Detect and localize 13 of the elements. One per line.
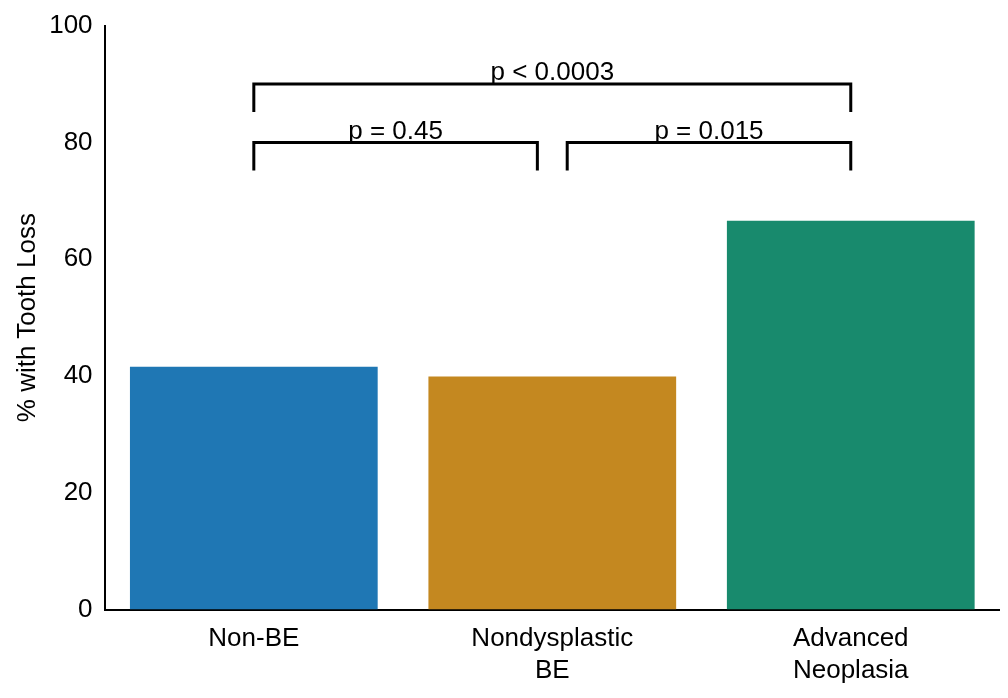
bar xyxy=(428,376,677,610)
x-tick-label: Advanced Neoplasia xyxy=(792,622,910,684)
y-tick-label: 0 xyxy=(78,592,93,623)
y-tick-label: 100 xyxy=(49,8,93,39)
y-tick-label: 80 xyxy=(63,125,93,156)
y-axis-title: % with Tooth Loss xyxy=(10,213,41,423)
y-tick-label: 60 xyxy=(63,242,93,273)
y-tick-label: 40 xyxy=(63,359,93,390)
x-tick-label: Nondysplastic BE xyxy=(471,622,634,684)
bar xyxy=(726,220,975,610)
x-tick-label: Non-BE xyxy=(208,622,300,653)
bar xyxy=(129,366,378,610)
y-tick-label: 20 xyxy=(63,475,93,506)
